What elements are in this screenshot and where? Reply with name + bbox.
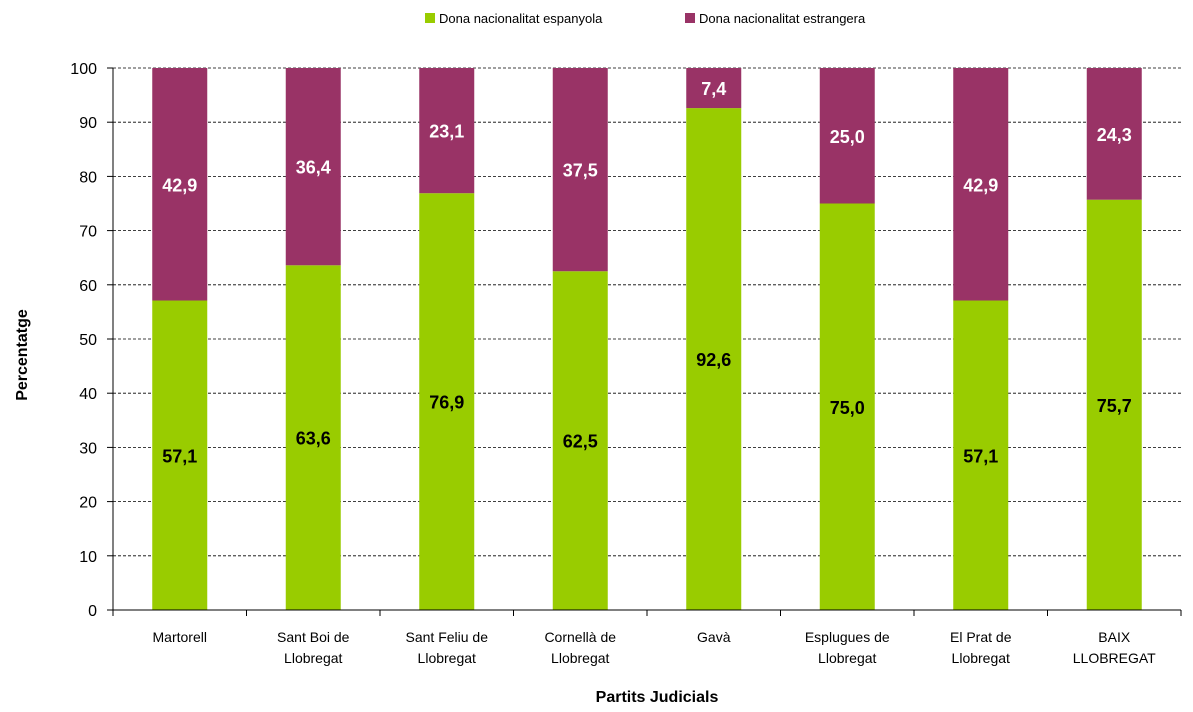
legend-label: Dona nacionalitat espanyola bbox=[439, 11, 603, 26]
bar-segment-estrangera bbox=[285, 68, 341, 266]
y-tick-label: 50 bbox=[79, 332, 97, 349]
x-tick-label: Cornellà de Llobregat bbox=[544, 629, 616, 666]
y-tick-label: 0 bbox=[88, 603, 97, 620]
data-label: 63,6 bbox=[296, 429, 331, 449]
data-label: 76,9 bbox=[429, 393, 464, 413]
data-label: 24,3 bbox=[1097, 125, 1132, 145]
bar-segment-espanyola bbox=[953, 300, 1009, 610]
x-tick-label: Sant Feliu de Llobregat bbox=[406, 629, 489, 666]
data-label: 37,5 bbox=[563, 161, 598, 181]
gridlines bbox=[113, 67, 1181, 557]
y-tick-label: 40 bbox=[79, 386, 97, 403]
bar-segment-estrangera bbox=[1086, 68, 1142, 200]
bar-segment-espanyola bbox=[552, 271, 608, 610]
data-label: 75,7 bbox=[1097, 396, 1132, 416]
data-label: 42,9 bbox=[162, 175, 197, 195]
y-tick-label: 100 bbox=[70, 61, 97, 78]
x-tick-label: BAIX LLOBREGAT bbox=[1073, 629, 1156, 666]
y-tick-label: 20 bbox=[79, 495, 97, 512]
bar-segment-estrangera bbox=[819, 68, 875, 204]
y-tick-label: 70 bbox=[79, 224, 97, 241]
bar-segment-estrangera bbox=[953, 68, 1009, 301]
data-label: 36,4 bbox=[296, 158, 331, 178]
bar-segment-espanyola bbox=[819, 203, 875, 610]
x-axis-title: Partits Judicials bbox=[596, 689, 719, 706]
x-tick-label: Martorell bbox=[153, 629, 207, 645]
data-label: 25,0 bbox=[830, 127, 865, 147]
y-tick-label: 30 bbox=[79, 440, 97, 457]
y-axis-title: Percentatge bbox=[14, 309, 31, 401]
x-tick-label: Esplugues de Llobregat bbox=[805, 629, 890, 666]
x-tick-label: Gavà bbox=[697, 629, 731, 645]
x-tick-label: Sant Boi de Llobregat bbox=[277, 629, 350, 666]
bar-segment-estrangera bbox=[552, 68, 608, 272]
bar-segment-espanyola bbox=[419, 193, 475, 610]
bar-segment-espanyola bbox=[686, 108, 742, 610]
bar-segment-estrangera bbox=[419, 68, 475, 194]
bar-segment-estrangera bbox=[686, 68, 742, 109]
y-tick-label: 10 bbox=[79, 549, 97, 566]
bar-segment-espanyola bbox=[152, 300, 208, 610]
y-tick-label: 80 bbox=[79, 169, 97, 186]
data-label: 23,1 bbox=[429, 122, 464, 142]
data-label: 57,1 bbox=[162, 446, 197, 466]
x-tick-label: El Prat de Llobregat bbox=[950, 629, 1012, 666]
bar-segment-espanyola bbox=[1086, 199, 1142, 610]
bar-segment-espanyola bbox=[285, 265, 341, 610]
y-tick-label: 60 bbox=[79, 278, 97, 295]
y-tick-label: 90 bbox=[79, 115, 97, 132]
data-label: 7,4 bbox=[701, 79, 726, 99]
bars: 57,1 42,9 63,6 36,4 76,9 23,1 62,5 37,5 92,6 7,4 7… bbox=[152, 68, 1142, 610]
legend-label: Dona nacionalitat estrangera bbox=[699, 11, 866, 26]
bar-segment-estrangera bbox=[152, 68, 208, 301]
data-label: 62,5 bbox=[563, 432, 598, 452]
legend-swatch bbox=[685, 13, 695, 23]
data-label: 57,1 bbox=[963, 446, 998, 466]
data-label: 42,9 bbox=[963, 175, 998, 195]
legend-swatch bbox=[425, 13, 435, 23]
legend: Dona nacionalitat espanyola Dona nacional… bbox=[425, 11, 866, 26]
data-label: 92,6 bbox=[696, 350, 731, 370]
axes: 0 10 20 30 40 50 60 70 80 90 100 Martorell Sant Boi … bbox=[70, 61, 1182, 666]
data-label: 75,0 bbox=[830, 398, 865, 418]
